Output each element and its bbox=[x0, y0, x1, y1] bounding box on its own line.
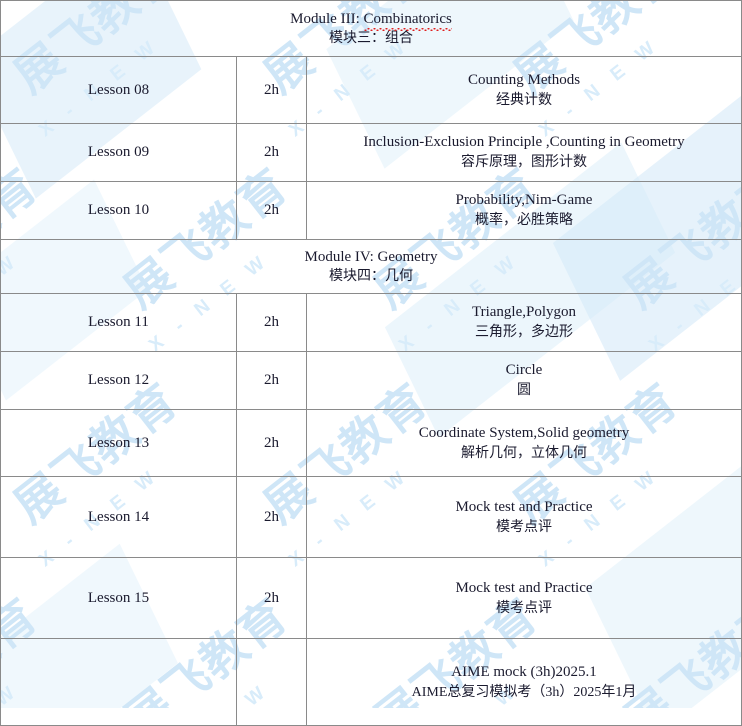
lesson-13-row: Lesson 13 2h Coordinate System,Solid geome… bbox=[0, 409, 742, 477]
lesson-09-duration: 2h bbox=[236, 123, 307, 182]
module-4-header-title-cn: 模块四：几何 bbox=[329, 269, 413, 285]
lesson-11-duration: 2h bbox=[236, 293, 307, 352]
lesson-10-content-cn: 概率，必胜策略 bbox=[475, 213, 573, 229]
aime-mock-duration bbox=[236, 638, 307, 726]
lesson-13-content-cn: 解析几何，立体几何 bbox=[461, 445, 587, 461]
lesson-12-content-en: Circle bbox=[505, 362, 543, 379]
lesson-12-content: Circle 圆 bbox=[306, 351, 742, 410]
lesson-12-label: Lesson 12 bbox=[0, 351, 237, 410]
lesson-15-label: Lesson 15 bbox=[0, 557, 237, 639]
lesson-13-duration: 2h bbox=[236, 409, 307, 477]
lesson-14-content-cn: 模考点评 bbox=[496, 519, 552, 535]
module-3-header-title: Module III: Combinatorics 模块三：组合 bbox=[290, 9, 453, 49]
lesson-08-content: Counting Methods 经典计数 bbox=[306, 56, 742, 124]
lesson-11-row: Lesson 11 2h Triangle,Polygon 三角形，多边形 bbox=[0, 293, 742, 352]
module-3-header-title-en: Module III: Combinatorics bbox=[290, 9, 453, 31]
lesson-11-content-cn: 三角形，多边形 bbox=[475, 325, 573, 341]
lesson-12-duration: 2h bbox=[236, 351, 307, 410]
lesson-09-content-en: Inclusion-Exclusion Principle ,Counting … bbox=[363, 134, 685, 151]
lesson-13-content: Coordinate System,Solid geometry 解析几何，立体几… bbox=[306, 409, 742, 477]
lesson-12-content-cn: 圆 bbox=[517, 383, 531, 399]
lesson-15-content-cn: 模考点评 bbox=[496, 600, 552, 616]
spellcheck-underline: Combinatorics bbox=[363, 9, 453, 31]
lesson-13-label: Lesson 13 bbox=[0, 409, 237, 477]
lesson-10-content: Probability,Nim-Game 概率，必胜策略 bbox=[306, 181, 742, 240]
lesson-09-content: Inclusion-Exclusion Principle ,Counting … bbox=[306, 123, 742, 182]
lesson-08-content-en: Counting Methods bbox=[467, 71, 581, 88]
lesson-12-row: Lesson 12 2h Circle 圆 bbox=[0, 351, 742, 410]
lesson-08-content-cn: 经典计数 bbox=[496, 92, 552, 108]
aime-mock-row: AIME mock (3h)2025.1 AIME总复习模拟考（3h）2025年1… bbox=[0, 638, 742, 726]
lesson-08-duration: 2h bbox=[236, 56, 307, 124]
lesson-08-label: Lesson 08 bbox=[0, 56, 237, 124]
lesson-14-label: Lesson 14 bbox=[0, 476, 237, 558]
module-4-header-cell: Module IV: Geometry 模块四：几何 bbox=[0, 239, 742, 294]
lesson-15-content: Mock test and Practice 模考点评 bbox=[306, 557, 742, 639]
lesson-10-duration: 2h bbox=[236, 181, 307, 240]
lesson-11-label: Lesson 11 bbox=[0, 293, 237, 352]
aime-mock-label bbox=[0, 638, 237, 726]
lesson-11-content-en: Triangle,Polygon bbox=[471, 304, 577, 321]
lesson-10-row: Lesson 10 2h Probability,Nim-Game 概率，必胜策略 bbox=[0, 181, 742, 240]
lesson-15-row: Lesson 15 2h Mock test and Practice 模考点评 bbox=[0, 557, 742, 639]
lesson-11-content: Triangle,Polygon 三角形，多边形 bbox=[306, 293, 742, 352]
module-3-header-row: Module III: Combinatorics 模块三：组合 bbox=[0, 0, 742, 57]
lesson-09-row: Lesson 09 2h Inclusion-Exclusion Principle… bbox=[0, 123, 742, 182]
lesson-09-label: Lesson 09 bbox=[0, 123, 237, 182]
lesson-15-duration: 2h bbox=[236, 557, 307, 639]
lesson-14-row: Lesson 14 2h Mock test and Practice 模考点评 bbox=[0, 476, 742, 558]
lesson-14-duration: 2h bbox=[236, 476, 307, 558]
lesson-15-content-en: Mock test and Practice bbox=[455, 579, 593, 596]
lesson-14-content-en: Mock test and Practice bbox=[455, 498, 593, 515]
lesson-10-content-en: Probability,Nim-Game bbox=[455, 192, 593, 209]
module-4-header-title-en: Module IV: Geometry bbox=[304, 248, 438, 265]
module-3-header-title-cn: 模块三：组合 bbox=[329, 31, 413, 47]
aime-mock-content-en: AIME mock (3h)2025.1 bbox=[451, 663, 597, 680]
aime-mock-content-cn: AIME总复习模拟考（3h）2025年1月 bbox=[411, 684, 637, 700]
module-4-header-row: Module IV: Geometry 模块四：几何 bbox=[0, 239, 742, 294]
aime-mock-content: AIME mock (3h)2025.1 AIME总复习模拟考（3h）2025年1… bbox=[306, 638, 742, 726]
lesson-09-content-cn: 容斥原理，图形计数 bbox=[461, 155, 587, 171]
lesson-13-content-en: Coordinate System,Solid geometry bbox=[418, 424, 630, 441]
lesson-10-label: Lesson 10 bbox=[0, 181, 237, 240]
module-4-header-title: Module IV: Geometry 模块四：几何 bbox=[304, 247, 437, 287]
module-3-header-cell: Module III: Combinatorics 模块三：组合 bbox=[0, 0, 742, 57]
lesson-08-row: Lesson 08 2h Counting Methods 经典计数 bbox=[0, 56, 742, 124]
lesson-14-content: Mock test and Practice 模考点评 bbox=[306, 476, 742, 558]
